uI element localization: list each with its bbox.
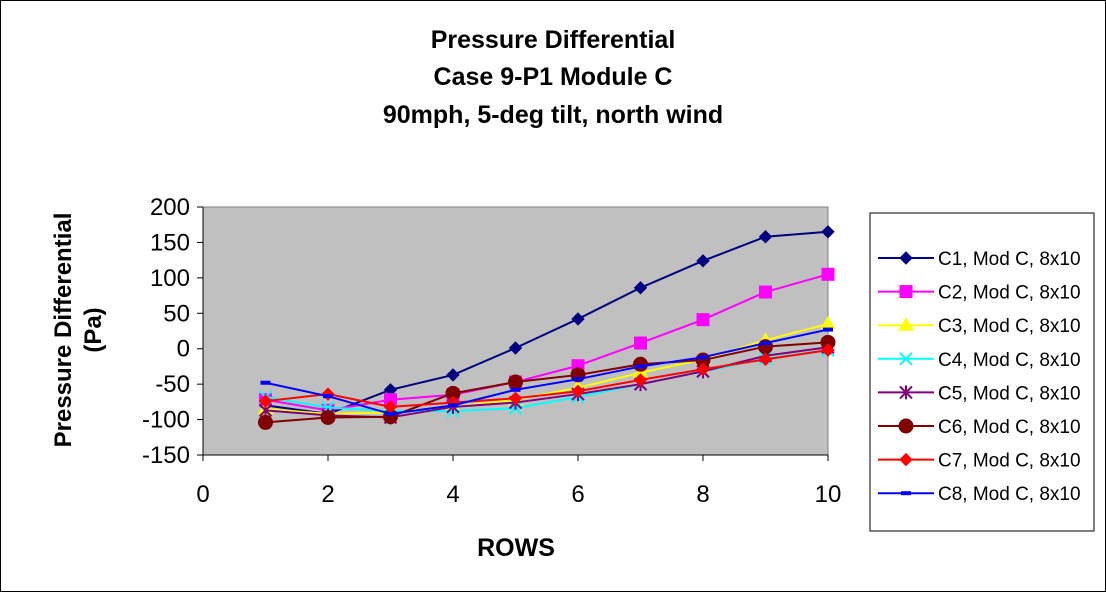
series-layer [257,225,836,430]
data-point [821,267,835,281]
x-tick-label: 2 [321,481,334,508]
legend-label: C1, Mod C, 8x10 [938,249,1081,270]
data-point [448,403,458,408]
y-axis-label-line-2: (Pa) [80,307,107,352]
data-point [571,384,585,398]
data-point [573,377,583,382]
data-point [508,374,523,390]
y-tick-label: 100 [150,265,190,292]
legend-label: C3, Mod C, 8x10 [938,316,1081,337]
legend-marker [899,352,913,366]
series-line [265,341,829,424]
series-c7 [258,343,835,414]
legend-label: C6, Mod C, 8x10 [938,417,1081,438]
legend-label: C5, Mod C, 8x10 [938,383,1081,404]
data-point [696,313,710,327]
legend-marker [899,452,913,467]
legend-marker [899,285,913,299]
data-point [260,380,271,385]
series-c8 [260,327,833,416]
x-tick-label: 4 [446,481,459,508]
data-point [258,414,273,430]
data-point [510,387,521,392]
series-line [265,349,829,408]
y-tick-label: 200 [150,194,190,221]
legend-marker [899,251,913,265]
data-point [758,352,773,367]
x-tick-label: 10 [815,481,842,508]
legend: C1, Mod C, 8x10 C2, Mod C, 8x10 C3, Mod C,… [869,212,1095,532]
legend-marker [898,317,914,331]
data-point [634,336,647,350]
legend-item: C8, Mod C, 8x10 [878,484,1081,505]
data-point [571,312,585,326]
data-point [323,394,333,399]
legend-item: C4, Mod C, 8x10 [878,350,1081,371]
data-point [821,343,835,357]
legend-item: C6, Mod C, 8x10 [878,417,1081,438]
chart-title-line-2: Case 9-P1 Module C [433,63,673,91]
legend-marker [901,491,911,496]
data-point [759,285,772,299]
data-point [258,394,273,408]
data-point [633,356,648,372]
data-point [385,411,396,416]
x-axis-ticks: 0 2 4 6 8 10 [196,455,841,508]
data-point [758,230,773,244]
series-line [265,230,829,415]
legend-box [869,212,1095,532]
legend-label: C2, Mod C, 8x10 [938,283,1081,304]
legend-marker [899,385,913,400]
x-axis-label: ROWS [477,534,555,562]
x-tick-label: 0 [196,481,209,508]
axes [202,207,828,456]
data-point [320,409,336,425]
y-tick-label: 50 [163,300,190,327]
legend-item: C5, Mod C, 8x10 [878,383,1081,404]
data-point [696,362,710,376]
chart-title-line-3: 90mph, 5-deg tilt, north wind [382,101,724,129]
legend-item: C7, Mod C, 8x10 [878,451,1081,472]
legend-label: C4, Mod C, 8x10 [938,350,1081,371]
y-axis-ticks: -150 -100 -50 0 50 100 150 200 [142,194,203,469]
legend-item: C1, Mod C, 8x10 [878,249,1081,270]
y-axis-label-line-1: Pressure Differential [50,213,77,448]
data-point [635,364,646,369]
data-point [696,254,710,268]
y-tick-label: -150 [142,442,190,469]
data-point [633,281,648,295]
legend-marker [898,418,914,434]
data-point [446,368,460,382]
y-tick-label: -50 [155,371,190,398]
legend-item: C2, Mod C, 8x10 [878,283,1081,304]
plot-area [202,206,829,456]
series-line [265,328,829,415]
data-point [821,225,835,239]
data-point [823,327,833,332]
data-point [633,373,648,387]
data-point [698,355,708,360]
data-point [760,341,771,346]
y-tick-label: 0 [177,336,190,363]
y-tick-label: 150 [150,229,190,256]
x-tick-label: 8 [696,481,709,508]
y-tick-label: -100 [142,407,190,434]
data-point [508,391,523,406]
chart-title-line-1: Pressure Differential [430,26,676,54]
legend-label: C8, Mod C, 8x10 [938,484,1081,505]
data-point [508,341,523,355]
legend-item: C3, Mod C, 8x10 [878,316,1081,337]
legend-label: C7, Mod C, 8x10 [938,451,1081,472]
x-tick-label: 6 [571,481,584,508]
